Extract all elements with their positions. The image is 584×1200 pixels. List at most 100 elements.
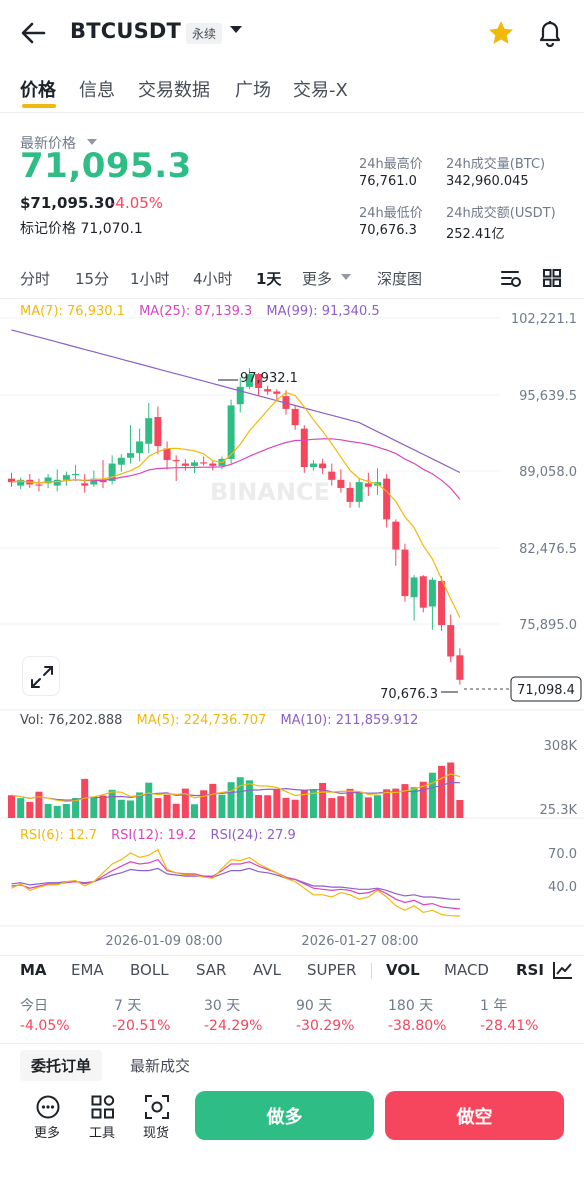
volume-bar [410, 787, 418, 818]
tab-trading-data[interactable]: 交易数据 [138, 80, 210, 101]
indicator-ema[interactable]: EMA [71, 961, 104, 979]
back-arrow-icon[interactable] [16, 18, 50, 48]
mark-price-value: 71,070.1 [80, 221, 143, 237]
volume-bar [126, 800, 134, 818]
star-icon[interactable] [486, 18, 516, 48]
volume-bar [227, 782, 235, 818]
indicator-sar[interactable]: SAR [196, 961, 227, 979]
more-label[interactable]: 更多 [34, 1126, 61, 1141]
rsi12-line [11, 858, 460, 910]
stat-high-label: 24h最高价 [359, 157, 423, 172]
volume-bar [236, 777, 244, 818]
volume-bar [35, 791, 43, 818]
chevron-down-icon[interactable] [341, 274, 351, 280]
divider [0, 298, 584, 299]
layout-grid-icon[interactable] [542, 268, 562, 288]
interval-1h[interactable]: 1小时 [130, 270, 170, 288]
more-icon[interactable] [35, 1094, 61, 1120]
candle [8, 478, 15, 483]
interval-time[interactable]: 分时 [20, 270, 51, 288]
ma99-legend: MA(99): 91,340.5 [266, 304, 379, 319]
kline-chart[interactable]: BINANCE MA(7): 76,930.1 MA(25): 87,139.3… [0, 296, 584, 956]
price-axis-label: 102,221.1 [511, 312, 577, 327]
indicator-macd[interactable]: MACD [444, 961, 489, 979]
interval-more[interactable]: 更多 [302, 270, 333, 288]
volume-bar [255, 795, 263, 818]
tab-open-orders[interactable]: 委托订单 [20, 1050, 103, 1081]
indicator-chart-icon[interactable] [552, 960, 574, 980]
chart-settings-icon[interactable] [500, 268, 522, 288]
volume-bar [364, 797, 372, 818]
interval-1d[interactable]: 1天 [256, 270, 282, 288]
svg-text:RSI(6): 12.7 RSI(12): 19.2: RSI(6): 12.7 RSI(12): 19.2 RSI(24): 27.9 [20, 828, 296, 843]
interval-4h[interactable]: 4小时 [193, 270, 233, 288]
perf-value: -4.05% [20, 1018, 70, 1034]
tab-info[interactable]: 信息 [79, 80, 115, 101]
candle [108, 463, 116, 481]
volume-bar [99, 795, 107, 818]
long-button[interactable]: 做多 [195, 1091, 374, 1140]
rsi24-line [11, 867, 460, 900]
rsi6-legend: RSI(6): 12.7 [20, 828, 97, 843]
indicator-ma[interactable]: MA [20, 961, 47, 979]
tab-latest-trades[interactable]: 最新成交 [130, 1057, 191, 1075]
indicator-rsi[interactable]: RSI [516, 961, 544, 979]
mark-price-label: 标记价格 [20, 221, 76, 237]
candle [154, 417, 162, 447]
tab-trade-x[interactable]: 交易-X [293, 80, 348, 101]
tab-price[interactable]: 价格 [20, 80, 56, 101]
candle [245, 374, 253, 387]
tab-square[interactable]: 广场 [235, 80, 271, 101]
volume-bar [355, 791, 363, 818]
chevron-down-icon[interactable] [87, 139, 97, 145]
indicator-separator [371, 963, 372, 979]
tools-label[interactable]: 工具 [89, 1126, 116, 1141]
ma99-line [11, 329, 461, 474]
change-percent: -4.05% [110, 194, 164, 212]
tools-icon[interactable] [90, 1094, 116, 1120]
stat-vol-usdt-label: 24h成交额(USDT) [446, 206, 556, 221]
candle [355, 482, 363, 502]
date-label: 2026-01-27 08:00 [301, 934, 418, 949]
spot-icon[interactable] [144, 1094, 170, 1120]
indicator-vol[interactable]: VOL [386, 961, 420, 979]
spot-label[interactable]: 现货 [143, 1126, 170, 1141]
interval-15m[interactable]: 15分 [75, 270, 110, 288]
volume-bar [392, 788, 400, 818]
indicator-boll[interactable]: BOLL [130, 961, 169, 979]
candle [72, 473, 80, 476]
indicator-super[interactable]: SUPER [307, 961, 357, 979]
depth-chart-tab[interactable]: 深度图 [377, 270, 423, 288]
volume-bar [181, 788, 189, 818]
candle [291, 408, 299, 426]
chevron-down-icon[interactable] [230, 26, 242, 33]
fullscreen-button[interactable] [22, 656, 60, 696]
volume-bar [319, 782, 327, 818]
ma25-legend: MA(25): 87,139.3 [139, 304, 252, 319]
candle [90, 478, 98, 485]
candle [62, 475, 70, 480]
divider [0, 112, 584, 113]
current-price-tag-text: 71,098.4 [517, 683, 575, 698]
rsi6-line [11, 848, 460, 917]
candle [401, 549, 409, 597]
symbol-title[interactable]: BTCUSDT [70, 19, 182, 43]
indicator-avl[interactable]: AVL [253, 961, 281, 979]
volume-bar [273, 789, 281, 818]
rsi24-legend: RSI(24): 27.9 [211, 828, 296, 843]
volume-bar [300, 790, 308, 818]
volume-bar [428, 772, 436, 818]
max-price-label: 97,932.1 [240, 371, 298, 386]
candle [328, 471, 336, 480]
short-button[interactable]: 做空 [385, 1091, 564, 1140]
latest-price-label[interactable]: 最新价格 [20, 136, 76, 152]
volume-bar [136, 792, 144, 818]
bell-icon[interactable] [536, 17, 564, 47]
candle [35, 484, 43, 486]
volume-bar [383, 789, 391, 818]
volume-bar [154, 798, 162, 818]
stat-vol-btc-value: 342,960.045 [446, 174, 529, 189]
volume-bar [90, 797, 98, 818]
volume-bar [374, 795, 381, 818]
volume-bar [328, 798, 336, 818]
